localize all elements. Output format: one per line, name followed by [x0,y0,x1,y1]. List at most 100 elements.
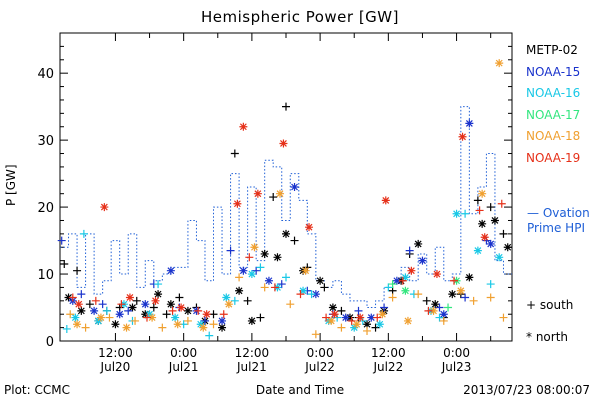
north-marker [328,303,337,312]
south-marker [162,310,171,319]
south-marker [486,280,495,289]
north-marker [327,316,336,325]
south-marker [380,303,389,312]
north-marker [367,313,376,322]
ovation-hpi-line [60,106,512,309]
north-marker [276,189,285,198]
south-marker [482,236,491,245]
x-tick-label-date: Jul23 [441,360,472,374]
north-marker [183,306,192,315]
x-tick-label-date: Jul22 [304,360,335,374]
north-marker [478,219,487,228]
south-marker [435,313,444,322]
south-marker [405,246,414,255]
south-marker [444,303,453,312]
north-marker [290,183,299,191]
north-marker [279,139,288,148]
south-marker [469,296,478,305]
north-marker [148,313,157,322]
south-marker [497,199,506,208]
north-marker [341,313,350,322]
south-marker [194,306,203,315]
north-marker [401,286,410,295]
x-tick-label-date: Jul21 [168,360,199,374]
north-marker [273,253,282,262]
south-marker [79,229,88,238]
south-marker [256,263,265,272]
south-marker [158,323,167,332]
south-marker [230,296,239,305]
north-marker [480,233,489,242]
north-marker [486,239,495,248]
south-marker [105,313,114,322]
south-marker [373,313,382,322]
south-marker [388,293,397,302]
x-tick-label-time: 12:00 [235,346,270,360]
legend-item-noaa-16: NOAA-16 [526,86,581,100]
south-marker [117,300,126,309]
north-marker [429,306,438,315]
north-marker [171,313,180,322]
south-marker [81,323,90,332]
south-marker [486,293,495,302]
south-marker [450,276,459,285]
south-marker [398,276,407,285]
north-marker [222,293,231,302]
x-tick-label-date: Jul20 [100,360,131,374]
x-tick-label-date: Jul22 [372,360,403,374]
north-marker [381,196,390,205]
north-marker [96,313,105,322]
north-marker [330,310,339,319]
south-marker [269,193,278,202]
north-marker [77,306,86,315]
south-marker [461,293,470,302]
north-marker [448,290,457,299]
north-marker [301,266,310,275]
ovation-legend-line1: — Ovation [527,206,590,220]
north-marker [122,323,131,332]
south-marker [115,303,124,312]
north-marker [100,203,109,212]
north-marker [465,119,474,128]
north-marker [151,296,160,305]
south-marker [60,260,69,268]
legend-item-noaa-19: NOAA-19 [526,150,581,165]
south-marker [499,313,508,322]
north-marker [363,320,372,329]
north-marker [478,189,487,198]
north-marker [418,256,427,265]
north-marker [141,310,150,319]
north-marker [490,216,499,225]
chart-title: Hemispheric Power [GW] [201,8,399,26]
south-marker [149,303,158,312]
south-marker [98,300,107,309]
north-marker [452,209,461,218]
south-marker [388,286,397,295]
north-marker [356,313,365,322]
north-marker [378,310,387,319]
north-marker [414,239,423,248]
south-marker [296,290,305,299]
north-marker [115,310,124,319]
south-marker [132,296,141,305]
south-marker [303,263,312,272]
x-tick-label-time: 12:00 [371,346,406,360]
south-marker [473,196,482,205]
south-marker [230,149,239,158]
south-marker [200,316,209,325]
south-marker [388,280,397,289]
y-tick-label: 0 [46,335,54,350]
north-marker [282,229,290,238]
north-marker [202,310,211,319]
south-marker [252,266,261,275]
north-marker [173,320,182,329]
north-marker [345,313,354,322]
x-tick-label-time: 0:00 [307,346,334,360]
north-marker [141,300,150,309]
south-marker [205,331,214,340]
south-marker [85,300,94,309]
south-marker [439,316,448,325]
north-marker [432,270,441,279]
south-marker [347,316,356,325]
north-marker [495,253,504,262]
